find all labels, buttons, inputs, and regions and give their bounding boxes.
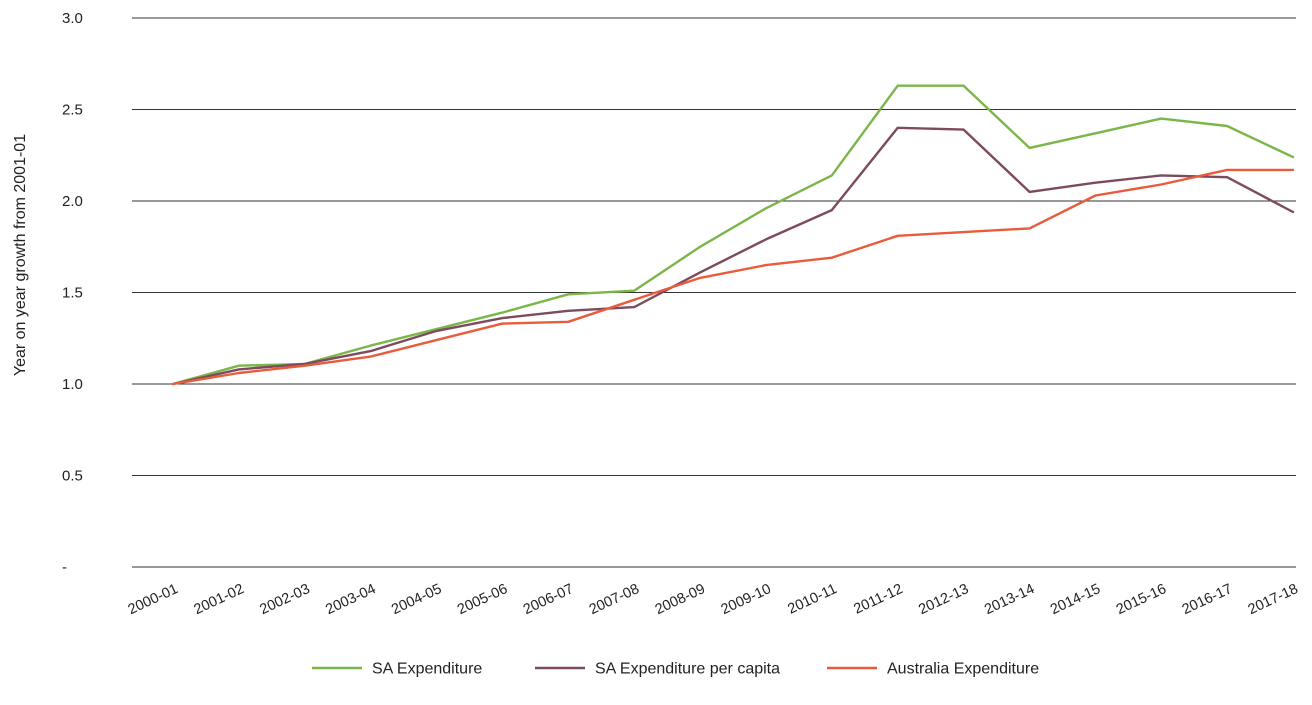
x-tick-label: 2014-15 xyxy=(1048,581,1103,618)
y-tick-label: 3.0 xyxy=(62,10,83,27)
legend-label: SA Expenditure per capita xyxy=(595,661,780,678)
x-tick-label: 2005-06 xyxy=(455,581,510,618)
x-tick-label: 2013-14 xyxy=(982,581,1037,618)
y-tick-label: 2.0 xyxy=(62,193,83,210)
x-axis-ticks: 2000-01 2001-02 2002-03 2003-04 2004-05 2005-… xyxy=(126,581,1301,618)
x-tick-label: 2003-04 xyxy=(323,581,378,618)
x-tick-label: 2016-17 xyxy=(1180,581,1235,618)
legend-label: SA Expenditure xyxy=(372,661,482,678)
y-axis-label: Year on year growth from 2001-01 xyxy=(12,134,29,376)
y-tick-label: 1.0 xyxy=(62,376,83,393)
legend-label: Australia Expenditure xyxy=(887,661,1039,678)
x-tick-label: 2009-10 xyxy=(719,581,774,618)
y-tick-label: - xyxy=(62,559,67,576)
x-tick-label: 2010-11 xyxy=(785,581,839,618)
y-tick-label: 1.5 xyxy=(62,285,83,302)
x-tick-label: 2006-07 xyxy=(521,581,576,618)
series-line xyxy=(171,168,1295,386)
y-tick-label: 0.5 xyxy=(62,468,83,485)
legend: SA Expenditure SA Expenditure per capita A… xyxy=(312,661,1039,678)
series-line xyxy=(171,126,1295,386)
x-tick-label: 2015-16 xyxy=(1114,581,1169,618)
x-tick-label: 2011-12 xyxy=(851,581,905,618)
y-axis-ticks: - 0.5 1.0 1.5 2.0 2.5 3.0 xyxy=(62,10,83,576)
x-tick-label: 2012-13 xyxy=(916,581,971,618)
x-tick-label: 2017-18 xyxy=(1246,581,1301,618)
x-tick-label: 2007-08 xyxy=(587,581,642,618)
x-tick-label: 2002-03 xyxy=(257,581,312,618)
y-tick-label: 2.5 xyxy=(62,102,83,119)
series-lines xyxy=(171,84,1295,386)
x-tick-label: 2001-02 xyxy=(192,581,247,618)
x-tick-label: 2004-05 xyxy=(389,581,444,618)
x-tick-label: 2000-01 xyxy=(126,581,181,618)
x-tick-label: 2008-09 xyxy=(653,581,708,618)
gridlines xyxy=(132,17,1296,568)
series-line xyxy=(171,84,1295,386)
